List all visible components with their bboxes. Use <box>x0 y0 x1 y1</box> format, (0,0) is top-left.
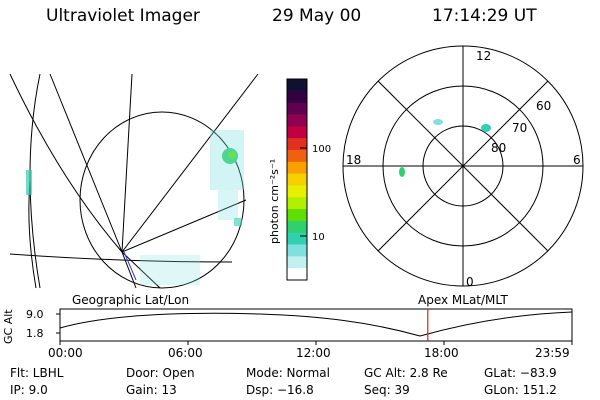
instrument-title: Ultraviolet Imager <box>46 6 200 26</box>
colorbar-segment <box>287 114 307 127</box>
altitude-tick-low: 1.8 <box>26 327 44 340</box>
time-tick-0600: 06:00 <box>168 346 203 360</box>
colorbar-segment <box>287 161 307 175</box>
mlt-label-18: 18 <box>346 153 361 167</box>
time-tick-1200: 12:00 <box>296 346 331 360</box>
colorbar-segment <box>287 138 307 151</box>
footer-dsp: Dsp: −16.8 <box>246 383 314 397</box>
colorbar-segment <box>287 185 307 198</box>
footer-seq: Seq: 39 <box>364 383 410 397</box>
aurora-emission-polar <box>399 119 491 177</box>
time-tick-0000: 00:00 <box>48 346 83 360</box>
colorbar-tick-100: 100 <box>312 144 331 155</box>
footer-gain: Gain: 13 <box>126 383 177 397</box>
colorbar-tick-10: 10 <box>312 232 325 243</box>
time-tick-1800: 18:00 <box>424 346 459 360</box>
colorbar-segment <box>287 149 307 163</box>
colorbar-segment <box>287 102 307 115</box>
footer-ip: IP: 9.0 <box>10 383 48 397</box>
lat-label-80: 80 <box>491 141 506 155</box>
colorbar-segment <box>287 126 307 139</box>
mlt-label-0: 0 <box>466 275 474 289</box>
colorbar-segment <box>287 79 307 92</box>
date-label: 29 May 00 <box>272 6 362 26</box>
time-label: 17:14:29 UT <box>432 6 537 26</box>
footer-gc-alt: GC Alt: 2.8 Re <box>364 366 448 380</box>
mlt-label-12: 12 <box>476 49 491 63</box>
colorbar-unit-label: photon cm⁻²s⁻¹ <box>268 159 281 244</box>
apex-title: Apex MLat/MLT <box>418 293 508 307</box>
mlt-label-6: 6 <box>573 153 581 167</box>
footer-filter: Flt: LBHL <box>10 366 64 380</box>
altitude-tick-high: 9.0 <box>26 308 44 321</box>
colorbar-segment <box>287 268 307 281</box>
aurora-emission-geo <box>26 130 244 285</box>
colorbar-segment <box>287 220 307 234</box>
lat-label-60: 60 <box>536 99 551 113</box>
footer-mode: Mode: Normal <box>246 366 330 380</box>
colorbar-segment <box>287 209 307 222</box>
footer-glat: GLat: −83.9 <box>484 366 557 380</box>
colorbar-segment <box>287 90 307 104</box>
geographic-title: Geographic Lat/Lon <box>72 293 190 307</box>
time-tick-2359: 23:59 <box>535 346 570 360</box>
colorbar-segment <box>287 173 307 186</box>
colorbar-segment <box>287 197 307 210</box>
altitude-axis-label: GC Alt <box>2 309 15 344</box>
colorbar-segment <box>287 244 307 257</box>
colorbar-segment <box>287 256 307 269</box>
footer-door: Door: Open <box>126 366 195 380</box>
footer-glon: GLon: 151.2 <box>484 383 557 397</box>
lat-label-70: 70 <box>512 121 527 135</box>
